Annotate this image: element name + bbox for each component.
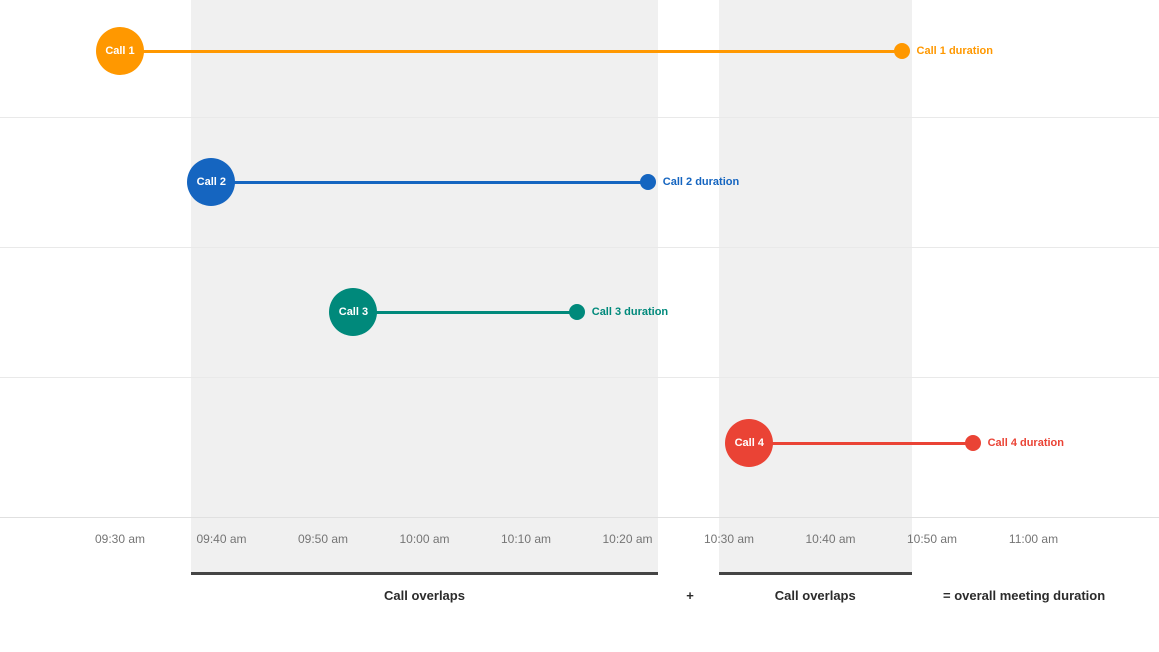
x-axis-tick-label: 09:40 am xyxy=(196,532,247,546)
x-axis-tick-label: 09:50 am xyxy=(297,532,349,546)
call-duration-line xyxy=(120,49,902,53)
overlap-underline xyxy=(718,572,912,575)
x-axis-tick-label: 10:30 am xyxy=(703,532,755,546)
call-duration-label: Call 3 duration xyxy=(591,306,669,318)
call-duration-label: Call 4 duration xyxy=(987,437,1064,449)
call-start-circle: Call 4 xyxy=(725,419,774,467)
call-duration-line xyxy=(749,441,973,445)
x-axis-line xyxy=(0,517,1159,518)
overlap-region xyxy=(191,0,658,575)
overlap-region xyxy=(718,0,912,575)
x-axis-tick-label: 10:20 am xyxy=(602,532,653,546)
gridline xyxy=(0,247,1159,248)
overlap-underline xyxy=(191,572,658,575)
call-start-circle: Call 1 xyxy=(96,27,144,75)
overlap-label: Call overlaps xyxy=(384,588,465,603)
call-duration-label: Call 1 duration xyxy=(916,45,993,57)
x-axis-tick-label: 10:00 am xyxy=(399,532,450,546)
call-end-dot xyxy=(568,304,585,320)
gridline xyxy=(0,117,1159,118)
overall-duration-label: = overall meeting duration xyxy=(943,588,1106,603)
x-axis-tick-label: 11:00 am xyxy=(1008,532,1059,546)
x-axis-tick-label: 10:40 am xyxy=(805,532,856,546)
gridline xyxy=(0,377,1159,378)
overlap-label: Call overlaps xyxy=(774,588,856,603)
call-start-circle: Call 2 xyxy=(187,158,236,206)
call-start-circle: Call 3 xyxy=(329,288,378,336)
x-axis-tick-label: 09:30 am xyxy=(94,532,146,546)
call-duration-line xyxy=(211,180,648,184)
call-duration-label: Call 2 duration xyxy=(662,176,740,188)
call-duration-line xyxy=(353,310,577,314)
x-axis-tick-label: 10:50 am xyxy=(906,532,958,546)
plus-sign: + xyxy=(686,588,694,603)
x-axis-tick-label: 10:10 am xyxy=(500,532,552,546)
call-end-dot xyxy=(964,435,981,451)
call-end-dot xyxy=(893,43,910,59)
call-end-dot xyxy=(639,174,656,190)
